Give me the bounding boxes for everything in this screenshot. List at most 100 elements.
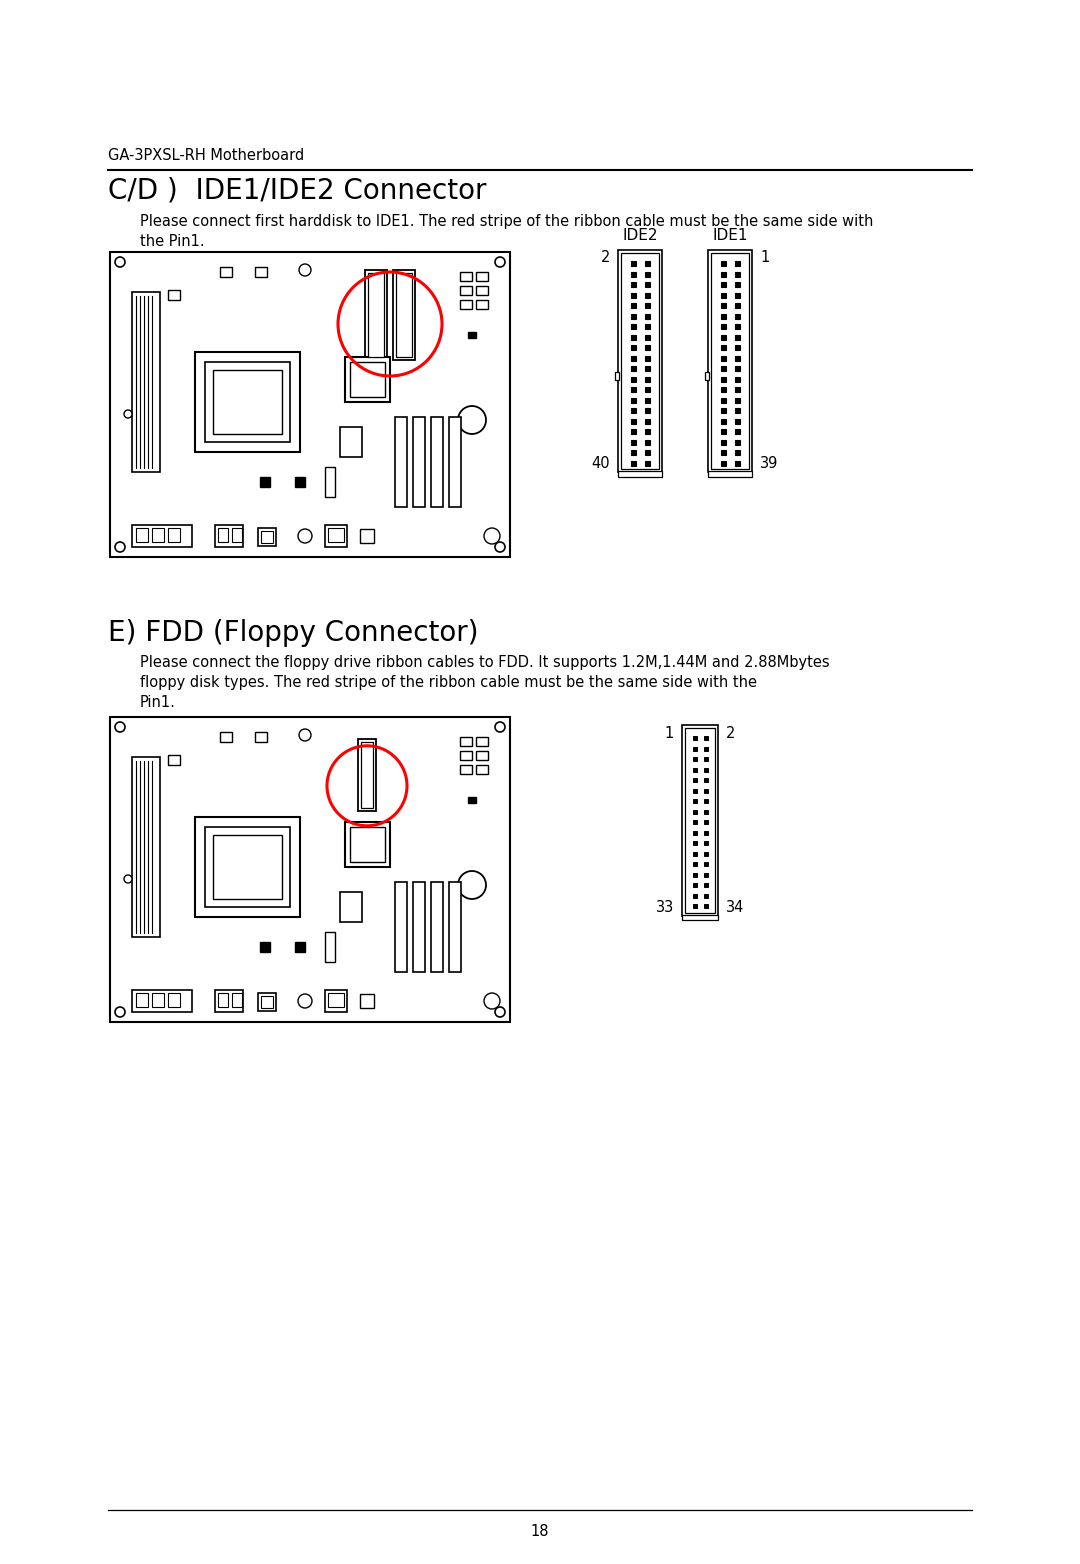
Bar (685, 727, 715, 912)
Bar (413, 418, 426, 507)
Bar (395, 418, 407, 507)
Bar (703, 904, 707, 909)
Bar (631, 366, 635, 371)
Bar (631, 429, 635, 435)
Circle shape (114, 256, 125, 267)
Bar (703, 779, 707, 782)
Bar (720, 346, 726, 350)
Circle shape (124, 410, 132, 418)
Bar (621, 253, 659, 469)
Circle shape (495, 256, 505, 267)
Bar (703, 746, 707, 751)
Circle shape (124, 874, 132, 884)
Bar (365, 271, 387, 360)
Bar (692, 788, 697, 793)
Bar (645, 377, 649, 382)
Bar (720, 377, 726, 382)
Circle shape (114, 543, 125, 552)
Bar (295, 477, 305, 486)
Bar (110, 252, 510, 557)
Bar (168, 529, 180, 543)
Bar (205, 827, 291, 907)
Bar (720, 366, 726, 371)
Bar (734, 355, 740, 361)
Bar (631, 397, 635, 404)
Bar (631, 439, 635, 444)
Bar (711, 253, 750, 469)
Bar (645, 366, 649, 371)
Bar (645, 292, 649, 297)
Bar (703, 810, 707, 813)
Bar (460, 765, 472, 774)
Bar (708, 471, 752, 477)
Bar (460, 300, 472, 310)
Bar (645, 346, 649, 350)
Bar (720, 335, 726, 339)
Bar (325, 468, 335, 497)
Circle shape (298, 529, 312, 543)
Bar (261, 996, 273, 1009)
Bar (734, 335, 740, 339)
Text: the Pin1.: the Pin1. (140, 235, 204, 249)
Bar (631, 388, 635, 393)
Text: Please connect the floppy drive ribbon cables to FDD. It supports 1.2M,1.44M and: Please connect the floppy drive ribbon c… (140, 655, 829, 669)
Bar (132, 990, 192, 1012)
Bar (260, 477, 270, 486)
Bar (734, 272, 740, 277)
Circle shape (495, 1007, 505, 1017)
Bar (681, 915, 718, 920)
Bar (460, 286, 472, 296)
Bar (325, 932, 335, 962)
Bar (645, 314, 649, 319)
Text: IDE1: IDE1 (712, 228, 747, 242)
Circle shape (484, 993, 500, 1009)
Bar (703, 830, 707, 835)
Bar (168, 755, 180, 765)
Text: Pin1.: Pin1. (140, 694, 176, 710)
Bar (431, 882, 443, 971)
Bar (720, 324, 726, 330)
Bar (720, 292, 726, 297)
Text: 2: 2 (726, 726, 735, 740)
Text: 33: 33 (656, 899, 674, 915)
Bar (645, 419, 649, 424)
Bar (258, 529, 276, 546)
Bar (692, 737, 697, 740)
Bar (325, 990, 347, 1012)
Bar (692, 810, 697, 813)
Bar (132, 757, 160, 937)
Bar (132, 526, 192, 547)
Bar (692, 841, 697, 845)
Bar (449, 418, 461, 507)
Bar (615, 372, 619, 380)
Bar (368, 274, 384, 357)
Bar (734, 292, 740, 297)
Bar (232, 529, 242, 543)
Bar (645, 303, 649, 308)
Circle shape (114, 1007, 125, 1017)
Bar (195, 352, 300, 452)
Bar (703, 799, 707, 804)
Text: 39: 39 (760, 457, 779, 471)
Bar (703, 852, 707, 856)
Bar (350, 361, 384, 397)
Bar (136, 529, 148, 543)
Bar (631, 261, 635, 266)
Bar (393, 271, 415, 360)
Bar (220, 732, 232, 741)
Circle shape (458, 407, 486, 433)
Bar (703, 862, 707, 866)
Bar (631, 450, 635, 455)
Bar (345, 357, 390, 402)
Bar (703, 884, 707, 887)
Bar (631, 292, 635, 297)
Bar (645, 450, 649, 455)
Bar (213, 371, 282, 433)
Bar (460, 737, 472, 746)
Circle shape (299, 264, 311, 275)
Bar (152, 993, 164, 1007)
Bar (692, 768, 697, 771)
Bar (720, 408, 726, 413)
Bar (692, 820, 697, 824)
Text: E) FDD (Floppy Connector): E) FDD (Floppy Connector) (108, 619, 478, 647)
